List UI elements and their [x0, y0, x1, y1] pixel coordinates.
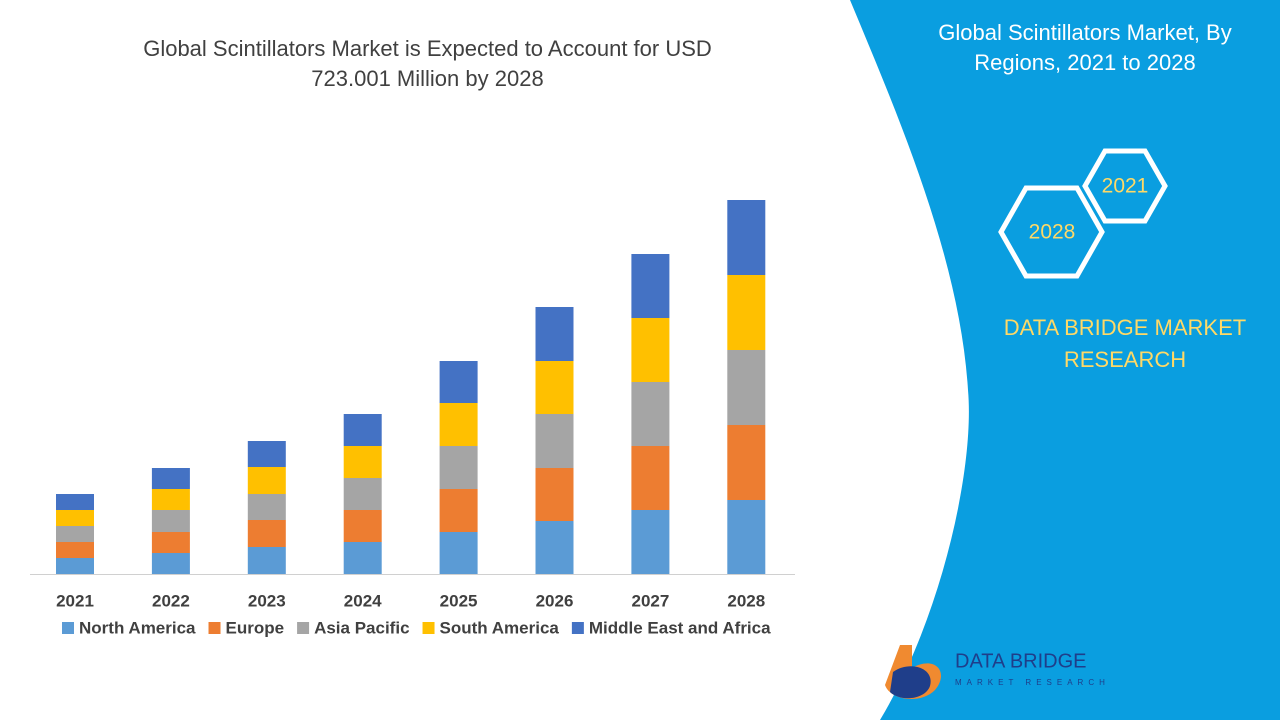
- bar-segment: [248, 520, 286, 547]
- x-tick-label: 2028: [727, 591, 765, 610]
- logo-text: DATA BRIDGE: [955, 650, 1087, 672]
- x-tick-label: 2027: [631, 591, 669, 610]
- bar-segment: [56, 526, 94, 542]
- hexagon-label: 2028: [1029, 221, 1076, 244]
- bar-segment: [248, 467, 286, 494]
- legend-label: North America: [79, 618, 196, 637]
- bar-segment: [344, 542, 382, 574]
- legend-swatch: [423, 622, 435, 634]
- bar-segment: [631, 254, 669, 318]
- bar-segment: [248, 494, 286, 520]
- bar-segment: [56, 510, 94, 526]
- x-tick-label: 2026: [536, 591, 574, 610]
- legend-label: Asia Pacific: [314, 618, 409, 637]
- bar-segment: [152, 532, 190, 553]
- bar-segment: [631, 446, 669, 510]
- bar-segment: [631, 382, 669, 446]
- bar-segment: [344, 510, 382, 542]
- bar-segment: [727, 275, 765, 350]
- bar-segment: [56, 542, 94, 558]
- bar-segment: [440, 532, 478, 574]
- bar-segment: [727, 425, 765, 500]
- bar-segment: [536, 361, 574, 414]
- brand-text: DATA BRIDGE MARKET RESEARCH: [990, 312, 1260, 376]
- bar-segment: [631, 510, 669, 574]
- panel-title: Global Scintillators Market, By Regions,…: [925, 18, 1245, 78]
- bar-segment: [56, 494, 94, 510]
- bar-segment: [440, 489, 478, 532]
- bar-segment: [727, 350, 765, 425]
- bar-segment: [152, 553, 190, 574]
- bar-segment: [727, 500, 765, 574]
- bar-segment: [152, 468, 190, 489]
- hexagon-label: 2021: [1102, 175, 1149, 198]
- bar-segment: [152, 510, 190, 532]
- bar-segment: [56, 558, 94, 574]
- legend-swatch: [572, 622, 584, 634]
- logo-subtext: MARKET RESEARCH: [955, 678, 1110, 687]
- legend-swatch: [209, 622, 221, 634]
- legend-label: Middle East and Africa: [589, 618, 771, 637]
- bar-segment: [440, 403, 478, 446]
- bar-segment: [248, 547, 286, 574]
- bar-segment: [152, 489, 190, 510]
- bar-segment: [440, 361, 478, 403]
- bar-segment: [344, 414, 382, 446]
- bar-segment: [631, 318, 669, 382]
- legend-label: South America: [440, 618, 560, 637]
- bar-segment: [727, 200, 765, 275]
- x-tick-label: 2022: [152, 591, 190, 610]
- legend-swatch: [297, 622, 309, 634]
- legend-label: Europe: [226, 618, 285, 637]
- x-tick-label: 2021: [56, 591, 94, 610]
- bar-segment: [536, 468, 574, 521]
- chart-title: Global Scintillators Market is Expected …: [120, 34, 735, 94]
- bar-segment: [536, 414, 574, 468]
- bar-segment: [536, 521, 574, 574]
- bar-segment: [440, 446, 478, 489]
- x-tick-label: 2024: [344, 591, 382, 610]
- x-tick-label: 2023: [248, 591, 286, 610]
- bar-segment: [536, 307, 574, 361]
- bar-segment: [248, 441, 286, 467]
- bar-segment: [344, 446, 382, 478]
- legend-swatch: [62, 622, 74, 634]
- x-tick-label: 2025: [440, 591, 478, 610]
- bar-segment: [344, 478, 382, 510]
